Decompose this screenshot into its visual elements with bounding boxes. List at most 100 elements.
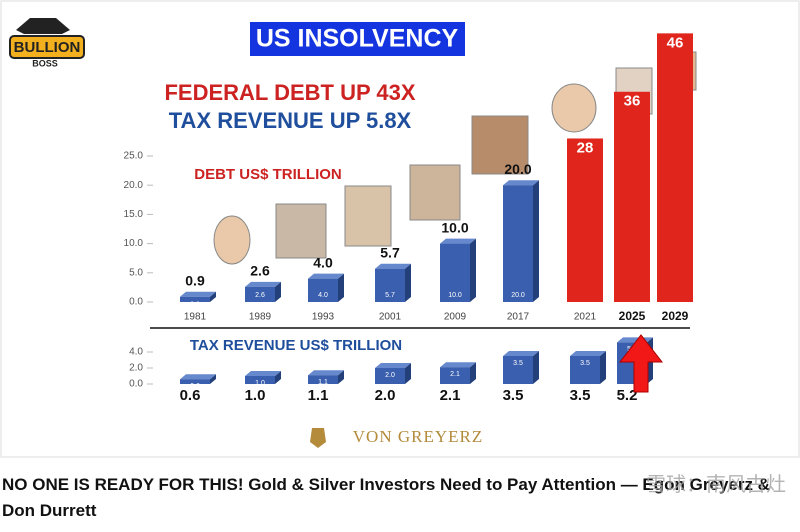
value-label: 5.7 xyxy=(380,244,400,260)
bar-side xyxy=(533,351,539,384)
portrait xyxy=(551,83,597,133)
bar xyxy=(180,296,210,302)
bar-side xyxy=(210,291,216,302)
thumbnail: BULLION BOSS US INSOLVENCY FEDERAL DEBT … xyxy=(0,0,800,458)
bar-top xyxy=(440,238,476,244)
bar-side xyxy=(533,180,539,302)
bar-inner-label: 0.9 xyxy=(190,302,200,309)
bar xyxy=(375,268,405,302)
x-tick-label: 2017 xyxy=(507,312,530,323)
portrait xyxy=(344,185,392,247)
bar xyxy=(180,379,210,384)
y-tick-label: 20.0 xyxy=(124,180,144,191)
title-banner xyxy=(250,22,465,56)
bar-inner-label: 2.6 xyxy=(255,292,265,299)
bar-top xyxy=(617,337,653,343)
bar-inner-label: 2.0 xyxy=(385,372,395,379)
portrait xyxy=(275,203,327,259)
logo-horns xyxy=(16,18,70,34)
value-label: 2.1 xyxy=(440,387,461,404)
bar-top xyxy=(308,370,344,376)
bar-inner-label: 2.1 xyxy=(450,371,460,378)
value-label: 36 xyxy=(624,93,641,110)
bar-inner-label: 0.6 xyxy=(190,383,200,390)
bar-inner-label: 4.0 xyxy=(318,292,328,299)
bar xyxy=(245,376,275,384)
x-tick-label: 2029 xyxy=(662,309,689,323)
bar xyxy=(440,367,470,384)
x-tick-label: 2009 xyxy=(444,312,467,323)
bar-side xyxy=(470,362,476,384)
bar-side xyxy=(405,263,411,302)
x-tick-label: 1993 xyxy=(312,312,335,323)
bar-top xyxy=(245,281,281,287)
x-tick-label: 2025 xyxy=(619,309,646,323)
y-tick-label: 2.0 xyxy=(129,363,143,374)
bar-top xyxy=(503,180,539,186)
x-tick-label: 2021 xyxy=(574,312,597,323)
value-label: 1.0 xyxy=(245,387,266,404)
bar-top xyxy=(375,363,411,368)
arrow xyxy=(618,334,664,393)
value-label: 46 xyxy=(667,34,684,51)
bar-side xyxy=(275,371,281,384)
bar-side xyxy=(210,374,216,384)
value-label: 28 xyxy=(577,139,594,156)
watermark: 雪球：南风古灶 xyxy=(646,474,786,496)
bar-inner-label: 20.0 xyxy=(511,292,525,299)
bar-top xyxy=(503,351,539,356)
headline-tax: TAX REVENUE UP 5.8X xyxy=(169,108,412,133)
bar xyxy=(567,138,603,302)
logo-text: BULLION xyxy=(14,39,81,56)
bar-inner-label: 1.0 xyxy=(255,380,265,387)
bar-side xyxy=(338,273,344,302)
value-label: 1.1 xyxy=(308,387,329,404)
bar xyxy=(308,375,338,384)
chart-title: TAX REVENUE US$ TRILLION xyxy=(190,337,402,354)
value-label: 3.5 xyxy=(570,387,591,404)
bar-inner-label: 3.5 xyxy=(513,360,523,367)
x-tick-label: 1989 xyxy=(249,312,272,323)
value-label: 4.0 xyxy=(313,254,333,270)
portraits xyxy=(213,51,697,265)
brand-crest xyxy=(310,428,326,448)
y-tick-label: 0.0 xyxy=(129,297,143,308)
bar-side xyxy=(338,370,344,384)
x-tick-label: 1981 xyxy=(184,312,207,323)
caption: NO ONE IS READY FOR THIS! Gold & Silver … xyxy=(2,475,770,520)
value-label: 0.6 xyxy=(180,387,201,404)
headline-debt: FEDERAL DEBT UP 43X xyxy=(164,80,415,105)
portrait xyxy=(213,215,251,265)
value-label: 2.6 xyxy=(250,263,270,279)
bar xyxy=(570,356,600,384)
bar-inner-label: 10.0 xyxy=(448,292,462,299)
brand: VON GREYERZ xyxy=(353,427,483,446)
portrait xyxy=(409,164,461,221)
bar-top xyxy=(180,374,216,380)
bar-top xyxy=(440,362,476,368)
y-tick-label: 5.0 xyxy=(129,267,143,278)
portrait xyxy=(471,115,529,175)
bar-side xyxy=(600,351,606,384)
bar xyxy=(308,278,338,302)
bar xyxy=(503,185,533,302)
bar xyxy=(503,356,533,384)
bar-inner-label: 3.5 xyxy=(580,360,590,367)
chart-title: DEBT US$ TRILLION xyxy=(194,166,342,183)
value-label: 2.0 xyxy=(375,387,396,404)
bar-top xyxy=(180,291,216,297)
x-tick-label: 2001 xyxy=(379,312,402,323)
y-tick-label: 25.0 xyxy=(124,151,144,162)
bar-side xyxy=(470,238,476,302)
bar-top xyxy=(245,371,281,376)
value-label: 0.9 xyxy=(185,272,205,288)
bar-side xyxy=(405,363,411,384)
bar-inner-label: 5.7 xyxy=(385,292,395,299)
logo-badge xyxy=(9,35,85,59)
bar-top xyxy=(308,273,344,279)
y-tick-label: 0.0 xyxy=(129,379,143,390)
y-tick-label: 10.0 xyxy=(124,238,144,249)
y-tick-label: 15.0 xyxy=(124,209,144,220)
bar xyxy=(375,368,405,384)
